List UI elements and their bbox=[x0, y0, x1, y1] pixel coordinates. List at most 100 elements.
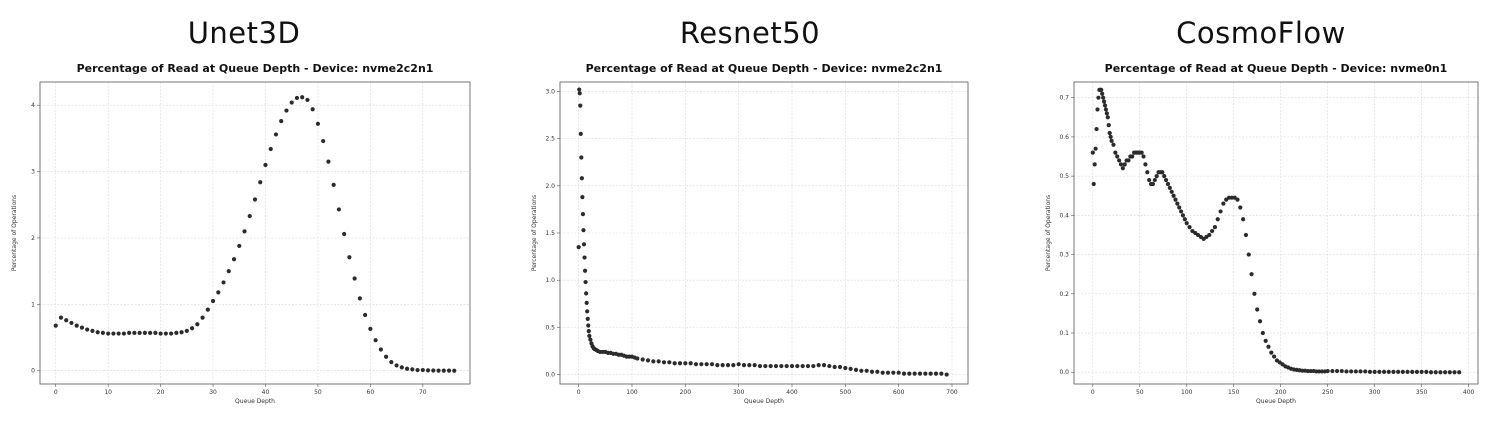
data-point bbox=[939, 371, 944, 376]
data-point bbox=[137, 330, 142, 335]
x-tick-label: 0 bbox=[54, 389, 58, 396]
data-point bbox=[158, 331, 163, 336]
data-point bbox=[258, 180, 263, 185]
x-tick-label: 400 bbox=[786, 389, 798, 396]
data-point bbox=[1215, 217, 1220, 222]
data-point bbox=[1182, 217, 1187, 222]
y-tick-label: 0.5 bbox=[545, 324, 555, 331]
data-point bbox=[1396, 369, 1401, 374]
data-point bbox=[1252, 291, 1257, 296]
data-point bbox=[168, 331, 174, 336]
panel-heading: Resnet50 bbox=[679, 16, 821, 50]
data-point bbox=[383, 354, 389, 359]
data-point bbox=[869, 369, 875, 374]
data-point bbox=[305, 97, 310, 103]
data-point bbox=[1139, 150, 1144, 155]
data-point bbox=[1094, 126, 1099, 132]
data-point bbox=[1452, 370, 1457, 375]
data-point bbox=[446, 368, 452, 373]
data-point bbox=[394, 363, 399, 368]
data-point bbox=[584, 291, 589, 296]
data-point bbox=[1358, 369, 1363, 374]
plot-frame bbox=[39, 81, 471, 385]
x-tick-label: 20 bbox=[157, 389, 165, 396]
chart-resnet50: Percentage of Read at Queue Depth - Devi… bbox=[531, 62, 969, 405]
data-point bbox=[578, 131, 583, 137]
data-point bbox=[1235, 197, 1240, 202]
data-point bbox=[1093, 146, 1098, 151]
data-point bbox=[163, 331, 168, 336]
data-point bbox=[640, 357, 645, 362]
data-point bbox=[586, 329, 591, 334]
data-point bbox=[784, 363, 789, 369]
data-point bbox=[1179, 209, 1184, 214]
data-point bbox=[58, 315, 64, 320]
y-tick-label: 0.1 bbox=[1059, 330, 1069, 337]
x-tick-label: 500 bbox=[840, 389, 852, 396]
data-point bbox=[195, 322, 200, 327]
data-point bbox=[1106, 123, 1111, 128]
data-point bbox=[693, 362, 699, 367]
data-point bbox=[1269, 350, 1274, 355]
data-point bbox=[1419, 369, 1424, 374]
data-point bbox=[1095, 107, 1100, 112]
data-point bbox=[268, 146, 273, 152]
data-point bbox=[645, 358, 651, 363]
data-point bbox=[1126, 158, 1131, 163]
data-point bbox=[580, 212, 586, 217]
data-point bbox=[1221, 201, 1226, 206]
data-point bbox=[1187, 225, 1192, 230]
data-point bbox=[779, 363, 784, 369]
data-point bbox=[363, 312, 368, 318]
x-tick-label: 600 bbox=[893, 389, 905, 396]
plot-frame bbox=[1073, 81, 1479, 385]
x-tick-label: 50 bbox=[1136, 389, 1144, 396]
data-point bbox=[1147, 177, 1152, 183]
data-point bbox=[588, 337, 593, 342]
data-point bbox=[752, 363, 757, 368]
data-point bbox=[294, 95, 300, 101]
data-point bbox=[436, 368, 441, 373]
data-point bbox=[1167, 185, 1172, 190]
data-point bbox=[90, 328, 95, 334]
data-point bbox=[347, 255, 352, 260]
data-point bbox=[577, 87, 582, 92]
data-point bbox=[1116, 158, 1122, 163]
data-point bbox=[1263, 338, 1268, 343]
data-point bbox=[1272, 354, 1277, 359]
x-tick-label: 100 bbox=[626, 389, 638, 396]
data-point bbox=[901, 371, 907, 376]
data-point bbox=[273, 132, 279, 137]
data-point bbox=[837, 364, 843, 370]
data-point bbox=[1184, 221, 1189, 226]
data-point bbox=[184, 328, 189, 334]
data-point bbox=[1101, 95, 1106, 100]
data-point bbox=[148, 330, 153, 335]
data-point bbox=[95, 330, 100, 335]
x-tick-label: 200 bbox=[680, 389, 692, 396]
data-point bbox=[425, 368, 431, 373]
data-point bbox=[221, 280, 226, 285]
data-point bbox=[582, 268, 588, 273]
chart-title: Percentage of Read at Queue Depth - Devi… bbox=[1105, 62, 1448, 75]
data-point bbox=[1122, 162, 1127, 167]
data-point bbox=[389, 359, 394, 365]
y-tick-label: 2.0 bbox=[545, 183, 555, 190]
data-point bbox=[1400, 369, 1405, 374]
data-point bbox=[1113, 150, 1118, 155]
chart-title: Percentage of Read at Queue Depth - Devi… bbox=[586, 62, 943, 75]
data-point bbox=[368, 326, 373, 332]
data-point bbox=[880, 370, 885, 375]
data-point bbox=[1414, 369, 1420, 374]
data-point bbox=[263, 162, 268, 168]
data-point bbox=[1330, 368, 1335, 374]
data-point bbox=[1325, 368, 1330, 374]
data-point bbox=[672, 361, 677, 366]
data-point bbox=[452, 368, 457, 373]
data-point bbox=[811, 363, 816, 369]
data-point bbox=[885, 370, 891, 375]
data-point bbox=[821, 363, 827, 368]
data-point bbox=[1410, 369, 1415, 374]
data-point bbox=[64, 318, 69, 323]
data-point bbox=[1344, 369, 1349, 374]
